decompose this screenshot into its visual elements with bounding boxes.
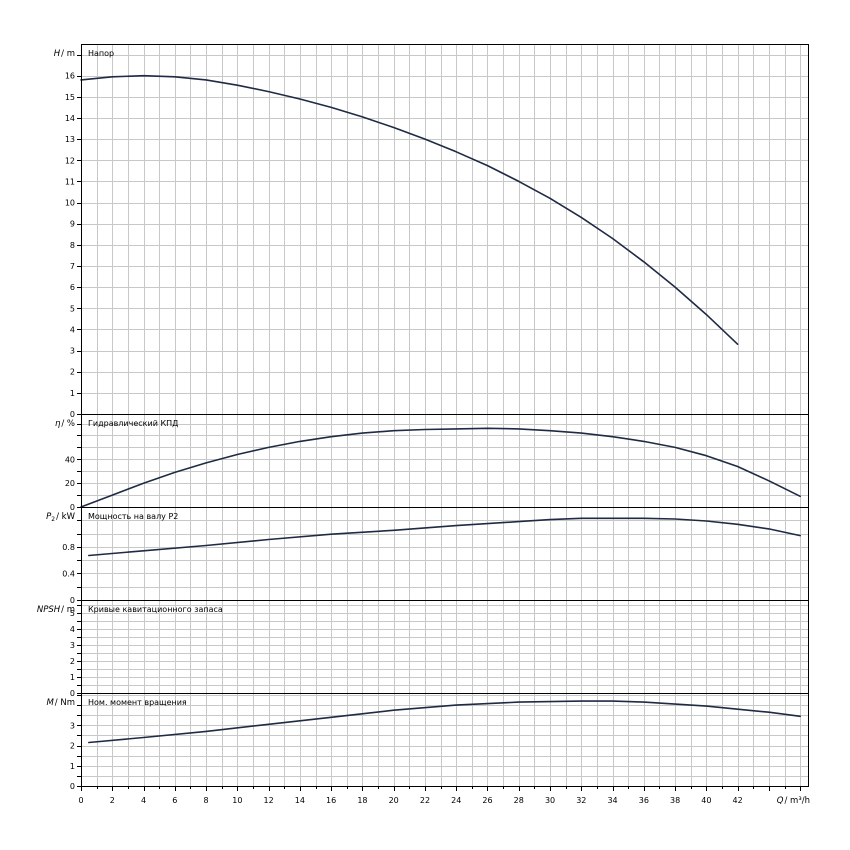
panel-title: Гидравлический КПД [88,419,178,428]
x-tick-label: 4 [141,796,146,805]
x-tick-label: 38 [670,796,680,805]
y-tick-label: 7 [70,262,75,271]
y-tick-label: 4 [70,625,75,634]
y-tick-label: 0 [70,503,75,512]
y-tick-label: 0.8 [62,543,75,552]
y-tick-label: 2 [70,657,75,666]
y-axis-unit: / m [61,49,75,59]
x-tick-label: 18 [357,796,367,805]
y-tick-label: 12 [65,156,75,165]
y-tick-label: 20 [65,479,75,488]
y-tick-label: 1 [70,673,75,682]
y-axis-var: NPSH [37,605,61,615]
y-axis-var: M [46,698,54,708]
y-tick-label: 10 [65,199,75,208]
y-axis-label: η/ % [55,419,75,429]
x-tick-label: 36 [639,796,649,805]
y-tick-label: 15 [65,93,75,102]
y-axis-label: NPSH/ m [37,605,75,615]
y-axis-label: H/ m [54,49,75,59]
x-tick-label: 32 [576,796,586,805]
y-tick-label: 11 [65,177,75,186]
y-tick-label: 0 [70,782,75,791]
y-tick-label: 8 [70,241,75,250]
y-tick-label: 16 [65,72,75,81]
y-tick-label: 13 [65,135,75,144]
y-axis-sub: 2 [51,516,55,523]
x-tick-label: 24 [451,796,461,805]
panel-title: Кривые кавитационного запаса [88,605,223,614]
y-axis-var: η [55,419,61,429]
x-tick-label: 14 [295,796,305,805]
x-tick-label: 30 [545,796,555,805]
y-tick-label: 0 [70,596,75,605]
x-axis-var: Q [777,796,784,806]
y-tick-label: 3 [70,721,75,730]
y-axis-unit: / Nm [55,698,75,708]
y-tick-label: 5 [70,304,75,313]
x-tick-label: 10 [232,796,242,805]
y-tick-label: 5 [70,609,75,618]
x-axis-unit: / m³/h [784,796,810,806]
x-tick-label: 26 [482,796,492,805]
y-axis-var: H [54,49,61,59]
y-axis-unit: / % [61,419,75,429]
y-tick-label: 3 [70,347,75,356]
panel-title: Напор [88,49,114,58]
y-tick-label: 1 [70,389,75,398]
y-tick-label: 9 [70,220,75,229]
y-axis-unit: / kW [56,512,75,522]
x-tick-label: 20 [389,796,399,805]
y-tick-label: 2 [70,742,75,751]
y-tick-label: 2 [70,368,75,377]
y-tick-label: 4 [70,325,75,334]
y-tick-label: 0.4 [62,569,75,578]
y-axis-unit: / m [61,605,75,615]
x-tick-label: 2 [110,796,115,805]
x-tick-label: 40 [701,796,711,805]
y-tick-label: 0 [70,410,75,419]
y-axis-label: M/ Nm [46,698,75,708]
x-tick-label: 28 [514,796,524,805]
x-axis-label: Q/ m³/h [777,796,810,806]
y-tick-label: 1 [70,762,75,771]
y-tick-label: 6 [70,283,75,292]
panel-title: Ном. момент вращения [88,698,187,707]
y-axis-var: P [46,512,52,522]
y-axis-label: P2/ kW [46,512,75,523]
curve-1-0 [80,427,801,508]
frame-layer [77,44,809,791]
y-tick-label: 40 [65,455,75,464]
curve-2-0 [88,517,801,557]
curve-0-0 [80,74,739,345]
curve-4-0 [88,700,801,744]
y-tick-label: 0 [70,689,75,698]
x-tick-label: 42 [733,796,743,805]
plot-frame [81,44,809,787]
x-tick-label: 16 [326,796,336,805]
y-tick-label: 14 [65,114,75,123]
x-tick-label: 34 [607,796,617,805]
panel-title: Мощность на валу P2 [88,512,178,521]
curve-layer [80,74,801,744]
x-tick-label: 8 [204,796,209,805]
x-tick-label: 0 [78,796,83,805]
x-tick-label: 12 [264,796,274,805]
x-tick-label: 6 [172,796,177,805]
y-tick-label: 3 [70,641,75,650]
x-tick-label: 22 [420,796,430,805]
